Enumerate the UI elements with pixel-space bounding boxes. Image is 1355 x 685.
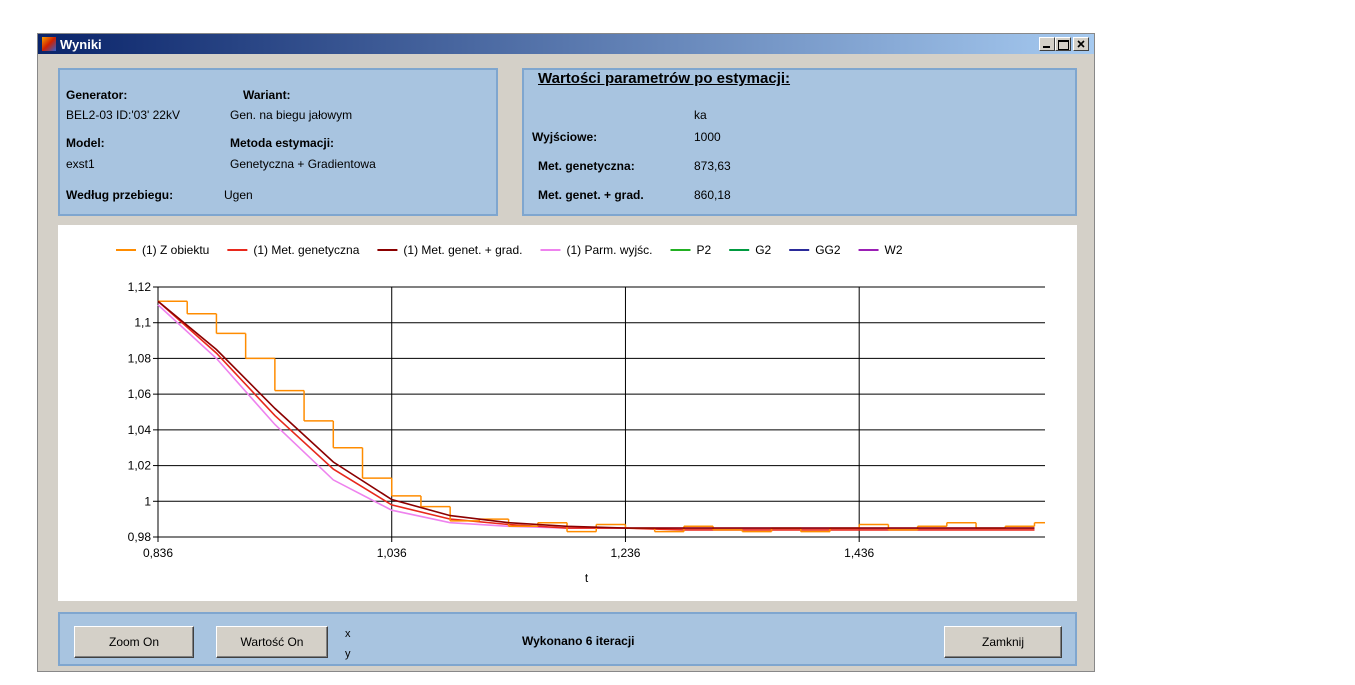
column-header: ka (694, 108, 707, 122)
label: Model: (66, 136, 105, 150)
y-coordinate-label: y (345, 648, 351, 660)
footer-panel: Zoom On Wartość On x y Wykonano 6 iterac… (58, 612, 1077, 666)
series-line (157, 300, 1035, 529)
value: Ugen (224, 188, 253, 202)
y-tick-label: 1 (144, 494, 151, 508)
minimize-button[interactable] (1039, 37, 1055, 51)
y-tick-label: 1,06 (128, 387, 152, 401)
params-panel: Wartości parametrów po estymacji: ka Wyj… (522, 68, 1077, 216)
x-coordinate-label: x (345, 628, 351, 640)
info-panel: Generator: BEL2-03 ID:'03' 22kV Wariant:… (58, 68, 498, 216)
series-line (157, 304, 1035, 529)
series-line (157, 300, 1035, 531)
x-tick-label: 1,436 (844, 546, 874, 560)
x-axis-label: t (585, 571, 589, 585)
value: BEL2-03 ID:'03' 22kV (66, 108, 180, 122)
value: Gen. na biegu jałowym (230, 108, 353, 122)
status: Wykonano 6 iteracji (522, 634, 635, 648)
value: Genetyczna + Gradientowa (230, 157, 376, 171)
y-tick-label: 1,08 (128, 351, 152, 365)
x-tick-label: 1,236 (610, 546, 640, 560)
row-value: 873,63 (694, 159, 731, 173)
row-value: 860,18 (694, 188, 731, 202)
x-tick-label: 1,036 (377, 546, 407, 560)
legend-label: G2 (755, 243, 771, 257)
legend-label: W2 (885, 243, 903, 257)
legend-label: P2 (697, 243, 712, 257)
zoom-button[interactable]: Zoom On (74, 626, 194, 658)
title-bar: Wyniki (38, 34, 1094, 54)
y-tick-label: 1,1 (134, 316, 151, 330)
y-tick-label: 0,98 (128, 530, 152, 544)
legend-label: (1) Met. genet. + grad. (403, 243, 522, 257)
y-tick-label: 1,12 (128, 280, 152, 294)
maximize-button[interactable] (1055, 37, 1071, 51)
legend-label: (1) Parm. wyjśc. (566, 243, 652, 257)
legend-label: GG2 (815, 243, 841, 257)
chart: 0,98 1 1,02 1,04 1,06 1,08 1,1 1,12 0,836 1,036 1,… (58, 225, 1077, 601)
app-icon (42, 37, 56, 51)
y-tick-label: 1,04 (128, 423, 152, 437)
legend-label: (1) Met. genetyczna (253, 243, 359, 257)
value-button[interactable]: Wartość On (216, 626, 328, 658)
x-tick-label: 0,836 (143, 546, 173, 560)
params-title: Wartości parametrów po estymacji: (536, 70, 793, 87)
value: exst1 (66, 157, 95, 171)
legend-label: (1) Z obiektu (142, 243, 209, 257)
label: Wariant: (243, 88, 291, 102)
row-label: Wyjściowe: (532, 130, 598, 144)
label: Generator: (66, 88, 128, 102)
row-value: 1000 (694, 130, 721, 144)
label: Metoda estymacji: (230, 136, 335, 150)
close-window-button[interactable]: Zamknij (944, 626, 1062, 658)
close-button[interactable] (1073, 37, 1089, 51)
close-glyph (1077, 40, 1085, 48)
label: Według przebiegu: (66, 188, 174, 202)
y-tick-label: 1,02 (128, 459, 152, 473)
row-label: Met. genet. + grad. (538, 188, 644, 202)
window-title: Wyniki (60, 37, 102, 52)
row-label: Met. genetyczna: (538, 159, 635, 173)
